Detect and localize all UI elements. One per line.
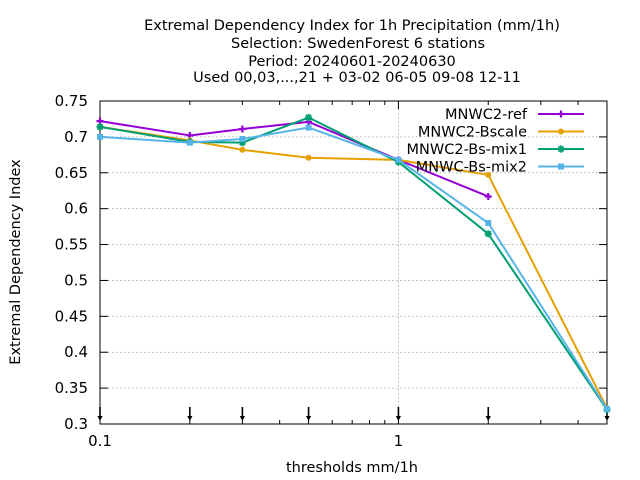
data-series	[96, 113, 611, 414]
legend-entry: MNWC2-Bs-mix1	[407, 142, 584, 158]
data-point	[484, 230, 492, 238]
x-tick-label: 1	[394, 432, 404, 450]
series-line	[99, 120, 489, 198]
series-line	[99, 116, 608, 411]
legend-entry: MNWC2-Bscale	[418, 125, 584, 141]
y-tick-label: 0.55	[55, 236, 88, 254]
data-point	[485, 171, 492, 178]
legend-entry: MNWC-Bs-mix2	[416, 160, 584, 176]
legend-label: MNWC2-Bscale	[418, 125, 527, 141]
data-point	[305, 154, 312, 161]
legend-label: MNWC2-ref	[445, 107, 528, 123]
y-tick-label: 0.75	[55, 92, 88, 110]
x-tick-label: 0.1	[88, 432, 112, 450]
data-point	[484, 192, 492, 200]
legend-label: MNWC2-Bs-mix1	[407, 142, 527, 158]
data-point	[97, 133, 103, 140]
data-point	[239, 136, 246, 143]
data-point	[186, 139, 193, 146]
chart-title-line-1: Extremal Dependency Index for 1h Precipi…	[144, 18, 560, 34]
threshold-arrows	[97, 407, 610, 421]
threshold-arrowhead	[305, 416, 312, 421]
y-tick-label: 0.3	[64, 415, 88, 433]
x-axis-title: thresholds mm/1h	[286, 460, 418, 476]
threshold-arrowhead	[97, 416, 103, 421]
series-line	[99, 126, 608, 410]
y-tick-label: 0.5	[64, 271, 88, 289]
data-point	[238, 139, 246, 147]
legend-marker	[558, 128, 564, 135]
threshold-arrowhead	[395, 416, 402, 421]
legend-marker	[557, 145, 565, 153]
series-line	[99, 125, 608, 409]
legend-marker	[558, 163, 564, 170]
data-point	[304, 113, 313, 122]
legend-label: MNWC-Bs-mix2	[416, 160, 527, 176]
y-tick-label: 0.4	[64, 343, 88, 361]
data-point	[238, 125, 246, 133]
series-mnwc-bs-mix2	[97, 124, 610, 412]
data-point	[96, 123, 104, 131]
data-point	[604, 405, 610, 412]
y-tick-label: 0.6	[64, 200, 88, 218]
threshold-arrowhead	[239, 416, 245, 421]
chart-title-line-2: Selection: SwedenForest 6 stations	[231, 36, 485, 52]
data-point	[395, 156, 402, 163]
threshold-arrowhead	[485, 416, 491, 421]
legend-marker	[557, 110, 565, 118]
data-point	[239, 146, 246, 153]
threshold-arrowhead	[187, 416, 193, 421]
legend-entry: MNWC2-ref	[445, 107, 584, 123]
y-tick-label: 0.65	[55, 164, 88, 182]
y-tick-label: 0.35	[55, 379, 88, 397]
plot-frame	[99, 100, 608, 425]
series-mnwc2-bscale	[97, 123, 610, 412]
axes: 0.3 0.35 0.4 0.45 0.5 0.55 0.6 0.65 0.7 0.75 0.1 1	[55, 92, 608, 450]
chart-title: Extremal Dependency Index for 1h Precipi…	[144, 18, 560, 86]
threshold-arrowhead	[604, 416, 610, 421]
grid	[100, 100, 607, 425]
chart-title-line-4: Used 00,03,...,21 + 03-02 06-05 09-08 12…	[193, 70, 521, 86]
y-tick-label: 0.7	[64, 128, 88, 146]
data-point	[485, 220, 492, 227]
y-axis-title: Extremal Dependency Index	[8, 159, 24, 365]
chart-title-line-3: Period: 20240601-20240630	[248, 54, 456, 70]
data-point	[305, 124, 312, 131]
y-tick-label: 0.45	[55, 307, 88, 325]
